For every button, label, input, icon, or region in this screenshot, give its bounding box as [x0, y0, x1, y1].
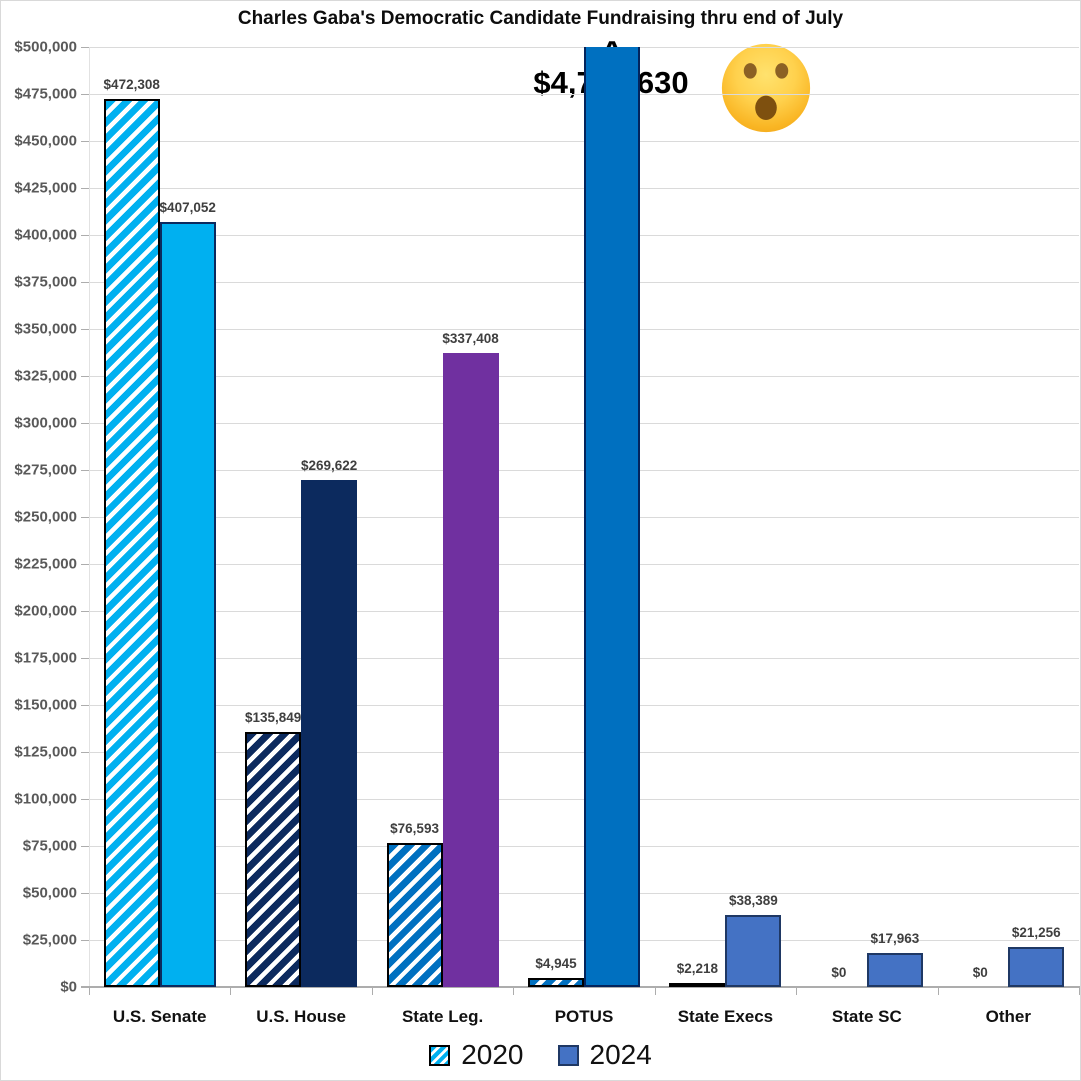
x-axis-category-label: State Execs: [677, 1007, 774, 1026]
y-axis-tick-label: $225,000: [14, 555, 77, 573]
bar-value-label: $2,218: [676, 961, 719, 977]
y-axis-tick-label: $200,000: [14, 602, 77, 620]
bar-value-label: $472,308: [103, 77, 160, 93]
y-axis-tick-label: $300,000: [14, 414, 77, 432]
bar-2020-potus: [528, 978, 584, 987]
y-axis-tick: [81, 846, 89, 847]
x-axis-line: [81, 986, 1080, 988]
y-axis-tick: [81, 611, 89, 612]
legend: 2020 2024: [1, 1037, 1080, 1073]
bar-value-label: $0: [972, 965, 988, 981]
y-axis-tick: [81, 329, 89, 330]
y-axis-tick: [81, 141, 89, 142]
y-axis-tick-label: $350,000: [14, 320, 77, 338]
legend-label-2024: 2024: [589, 1039, 652, 1070]
y-axis-tick-label: $500,000: [14, 38, 77, 56]
x-axis-category-label: U.S. House: [256, 1007, 347, 1026]
bar-value-label: $337,408: [442, 331, 499, 347]
x-axis-tick: [371, 987, 373, 995]
y-axis-tick: [81, 658, 89, 659]
bar-2020-state-execs: [669, 983, 726, 987]
legend-swatch-2024: [557, 1044, 579, 1066]
x-axis-tick: [513, 987, 515, 995]
y-axis-tick: [81, 517, 89, 518]
y-axis-tick-label: $175,000: [14, 649, 77, 667]
y-axis-tick: [81, 705, 89, 706]
bar-value-label: $269,622: [300, 458, 358, 474]
y-axis-tick: [81, 799, 89, 800]
y-axis-tick-label: $100,000: [14, 790, 77, 808]
y-axis-tick-label: $275,000: [14, 461, 77, 479]
y-axis-tick: [81, 94, 89, 95]
bar-2024-state-execs: [725, 915, 782, 987]
y-axis-tick: [81, 235, 89, 236]
x-axis-tick: [230, 987, 232, 995]
x-axis-category-label: State SC: [831, 1007, 902, 1026]
y-axis-line: [89, 47, 90, 987]
y-axis-tick: [81, 893, 89, 894]
plot-area: $4,736,630 $4,736,630 ^ ^ $0$25,000$50,: [14, 30, 1080, 996]
bar-2024-state-leg-: [442, 353, 499, 987]
bar-2020-u-s-house: [245, 732, 302, 987]
y-axis-tick: [81, 423, 89, 424]
x-axis-category-label: Other: [985, 1007, 1031, 1026]
bar-2024-other: [1008, 947, 1065, 987]
x-axis-tick: [937, 987, 939, 995]
bar-value-label: $17,963: [870, 931, 920, 947]
bar-value-label: $76,593: [390, 821, 439, 837]
x-axis-tick: [796, 987, 798, 995]
y-axis-tick: [81, 470, 89, 471]
y-axis-tick-label: $250,000: [14, 508, 77, 526]
y-axis-tick-label: $375,000: [14, 273, 77, 291]
x-axis-tick: [89, 987, 90, 995]
face-with-open-mouth-emoji-icon: [721, 43, 811, 133]
y-axis-tick: [81, 752, 89, 753]
y-axis-tick: [81, 47, 89, 48]
x-axis-tick: [1079, 987, 1080, 995]
legend-label-2020: 2020: [461, 1039, 524, 1070]
x-axis-category-label: POTUS: [554, 1007, 614, 1026]
legend-item-2020: 2020: [429, 1039, 524, 1071]
y-axis-tick: [81, 282, 89, 283]
chart-title: Charles Gaba's Democratic Candidate Fund…: [237, 8, 844, 29]
x-axis-tick: [654, 987, 656, 995]
y-axis-tick: [81, 940, 89, 941]
y-axis-tick-label: $325,000: [14, 367, 77, 385]
y-axis-tick-label: $150,000: [14, 696, 77, 714]
legend-item-2024: 2024: [557, 1039, 652, 1071]
bar-value-label: $135,849: [244, 710, 302, 726]
bar-2024-u-s-house: [301, 480, 358, 987]
bar-value-label: $38,389: [729, 893, 778, 909]
y-axis-tick-label: $400,000: [14, 226, 77, 244]
bar-2024-potus: [584, 47, 640, 987]
x-axis-category-label: U.S. Senate: [112, 1007, 207, 1026]
y-axis-tick-label: $75,000: [22, 837, 77, 855]
y-axis-tick: [81, 188, 89, 189]
y-axis-tick: [81, 376, 89, 377]
bar-value-label: $0: [831, 965, 847, 981]
y-axis-tick-label: $475,000: [14, 85, 77, 103]
bar-value-label: $21,256: [1011, 925, 1061, 941]
y-axis-tick-label: $425,000: [14, 179, 77, 197]
bar-2020-u-s-senate: [103, 99, 160, 987]
y-axis-tick-label: $125,000: [14, 743, 77, 761]
y-axis-tick-label: $0: [60, 978, 77, 996]
bar-value-label: $4,945: [535, 956, 577, 972]
bar-2024-state-sc: [866, 953, 923, 987]
bar-value-label: $407,052: [159, 200, 216, 216]
legend-swatch-2020: [429, 1044, 451, 1066]
x-axis-category-label: State Leg.: [401, 1007, 484, 1026]
y-axis-tick-label: $450,000: [14, 132, 77, 150]
bar-2020-state-leg-: [386, 843, 443, 987]
y-axis-tick-label: $50,000: [22, 884, 77, 902]
y-axis-tick: [81, 564, 89, 565]
bar-2024-u-s-senate: [159, 222, 216, 987]
y-axis-tick-label: $25,000: [22, 931, 77, 949]
